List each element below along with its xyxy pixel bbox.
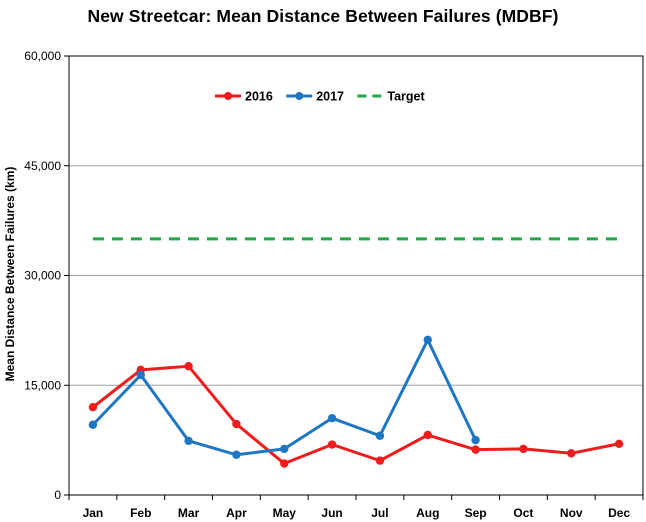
data-point-2016	[471, 445, 480, 454]
x-tick-label: Feb	[130, 506, 151, 520]
x-tick-label: Jan	[83, 506, 104, 520]
data-point-2016	[184, 362, 193, 371]
data-point-2017	[136, 370, 145, 380]
x-tick-label: Dec	[608, 506, 630, 520]
series-line-2017	[91, 338, 477, 457]
data-point-2017	[375, 431, 385, 440]
x-tick-label: Mar	[178, 506, 200, 520]
data-point-2017	[423, 335, 432, 345]
legend-marker-2017	[295, 92, 304, 100]
data-point-2016	[280, 459, 289, 468]
data-point-2016	[614, 439, 624, 448]
legend-label-target: Target	[387, 90, 425, 104]
x-tick-label: Sep	[465, 506, 487, 520]
data-point-2016	[375, 456, 385, 465]
chart-title: New Streetcar: Mean Distance Between Fai…	[87, 6, 559, 26]
legend-marker-2016	[224, 92, 232, 100]
series-line-2016	[91, 364, 620, 466]
y-tick-label: 30,000	[24, 269, 61, 283]
x-tick-label: Apr	[226, 506, 247, 520]
data-point-2016	[423, 430, 432, 440]
y-tick-label: 15,000	[24, 378, 61, 392]
x-tick-label: Jun	[321, 506, 342, 520]
legend-label-2017: 2017	[316, 90, 344, 104]
x-tick-label: Nov	[560, 506, 583, 520]
y-tick-label: 0	[54, 488, 61, 502]
data-point-2017	[88, 420, 98, 429]
data-point-2016	[327, 440, 337, 449]
x-tick-label: Aug	[416, 506, 439, 520]
data-point-2017	[280, 444, 289, 454]
data-point-2017	[327, 413, 337, 423]
data-point-2016	[519, 444, 528, 454]
data-point-2016	[88, 403, 98, 412]
data-point-2017	[184, 436, 193, 446]
x-tick-label: Oct	[513, 506, 533, 520]
data-point-2017	[232, 450, 241, 459]
data-point-2016	[567, 449, 576, 458]
data-point-2017	[471, 435, 480, 445]
y-tick-label: 45,000	[24, 159, 61, 173]
y-tick-label: 60,000	[24, 49, 61, 63]
legend-label-2016: 2016	[245, 90, 273, 104]
x-tick-label: Jul	[371, 506, 388, 520]
x-tick-label: May	[273, 506, 297, 520]
data-point-2016	[232, 419, 241, 429]
